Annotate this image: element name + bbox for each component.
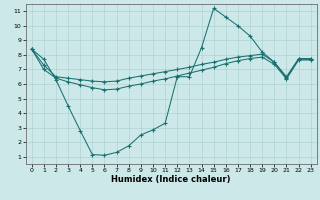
X-axis label: Humidex (Indice chaleur): Humidex (Indice chaleur) [111,175,231,184]
